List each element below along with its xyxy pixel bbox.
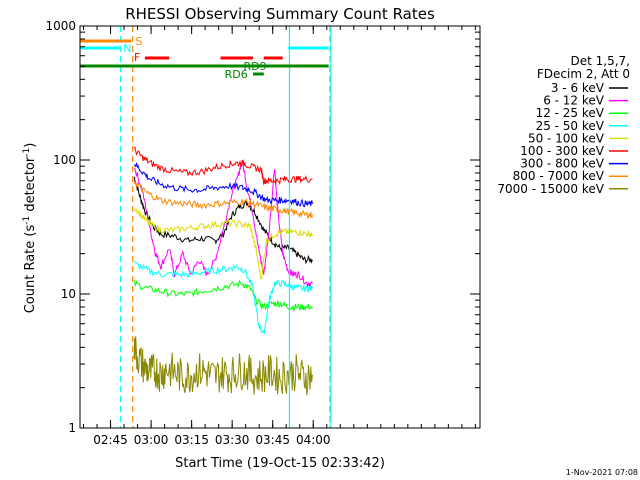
series-line-6-12-kev [133, 159, 313, 288]
legend-label-3-6-kev: 3 - 6 keV [551, 81, 605, 95]
y-tick-label-0: 1 [68, 421, 76, 435]
legend-header-line2: FDecim 2, Att 0 [537, 67, 630, 81]
legend-label-6-12-kev: 6 - 12 keV [543, 94, 605, 108]
y-tick-label-1: 10 [61, 287, 76, 301]
legend-label-800-7000-kev: 800 - 7000 keV [513, 169, 605, 183]
y-axis-label-sup2: -1 [22, 148, 32, 157]
legend-header-line1: Det 1,5,7, [571, 54, 631, 68]
flag-label-n: N [123, 42, 131, 55]
flag-label-f: F [134, 51, 140, 64]
series-line-800-7000-kev [133, 181, 313, 220]
x-tick-label-0: 02:45 [93, 433, 128, 447]
y-tick-label-3: 1000 [45, 19, 76, 33]
x-tick-label-1: 03:00 [134, 433, 169, 447]
flag-label-rd6: RD6 [225, 68, 248, 81]
series-line-7000-15000-kev [133, 336, 313, 396]
y-axis-label-main: Count Rate (s [23, 225, 38, 314]
x-tick-label-3: 03:30 [215, 433, 250, 447]
y-axis-label-sup: -1 [22, 216, 32, 225]
series-line-300-800-kev [133, 162, 313, 207]
footer-date: 1-Nov-2021 07:08 [566, 468, 638, 477]
x-tick-label-5: 04:00 [296, 433, 331, 447]
x-axis-label: Start Time (19-Oct-15 02:33:42) [175, 456, 385, 471]
legend-label-300-800-kev: 300 - 800 keV [520, 157, 604, 171]
flag-label-rd9: RD9 [244, 60, 267, 73]
legend-label-100-300-kev: 100 - 300 keV [520, 144, 604, 158]
x-tick-label-4: 03:45 [255, 433, 290, 447]
y-axis-label-tail: detector [23, 156, 38, 216]
plot-frame [79, 25, 481, 429]
x-tick-label-2: 03:15 [174, 433, 209, 447]
y-axis-label-close: ) [23, 143, 38, 148]
legend-label-25-50-kev: 25 - 50 keV [536, 119, 605, 133]
series-line-100-300-kev [133, 146, 313, 186]
y-axis-label: Count Rate (s-1 detector-1) [22, 143, 38, 314]
chart-title: RHESSI Observing Summary Count Rates [125, 5, 435, 23]
legend-label-7000-15000-kev: 7000 - 15000 keV [497, 182, 604, 196]
legend-label-50-100-kev: 50 - 100 keV [528, 131, 605, 145]
legend-label-12-25-kev: 12 - 25 keV [536, 106, 605, 120]
series-line-3-6-kev [133, 176, 313, 265]
y-tick-label-2: 100 [53, 153, 76, 167]
flag-label-s: S [135, 35, 142, 48]
